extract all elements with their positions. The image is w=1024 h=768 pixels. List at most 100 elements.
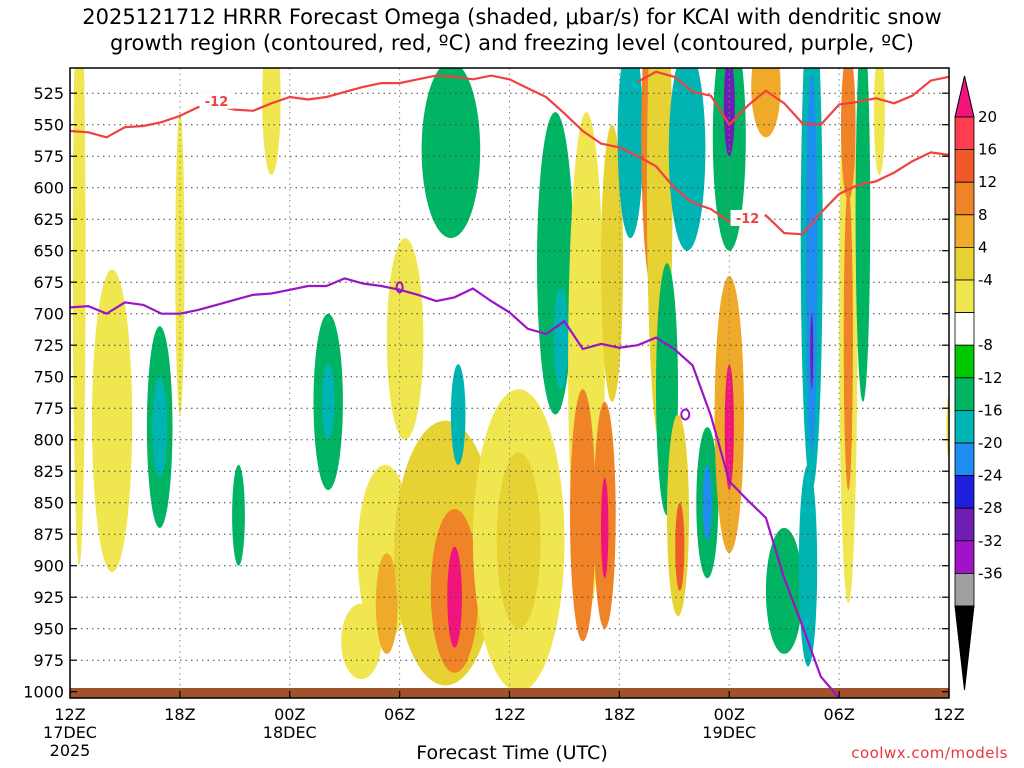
omega-region-49	[841, 68, 856, 201]
ytick-label-700: 700	[33, 305, 64, 324]
dgz-label-bg-0	[199, 92, 234, 109]
colorbar-label-5: -4	[978, 271, 993, 289]
colorbar-segment-1	[954, 149, 975, 183]
omega-region-20	[496, 452, 541, 629]
colorbar-segment-2	[954, 181, 975, 216]
ytick-label-600: 600	[33, 179, 64, 198]
colorbar-label-1: 16	[978, 141, 997, 159]
omega-region-42	[765, 527, 803, 654]
omega-region-3	[152, 376, 167, 478]
omega-region-11	[375, 553, 398, 654]
colorbar-segment-10	[954, 442, 975, 476]
ytick-label-825: 825	[33, 462, 64, 481]
colorbar-bottom-arrow	[954, 605, 975, 691]
colorbar-segment-14	[954, 573, 975, 607]
omega-region-26	[601, 477, 609, 579]
omega-region-41	[751, 68, 781, 138]
ytick-label-800: 800	[33, 431, 64, 450]
omega-region-40	[723, 68, 735, 157]
chart-title-line1: 2025121712 HRRR Forecast Omega (shaded, …	[82, 5, 942, 29]
omega-region-13	[386, 238, 424, 440]
omega-region-51	[873, 68, 885, 176]
ytick-label-750: 750	[33, 368, 64, 387]
colorbar-segment-0	[954, 116, 975, 150]
colorbar-label-11: -28	[978, 499, 1003, 517]
colorbar-label-4: 4	[978, 238, 988, 256]
colorbar-label-8: -16	[978, 401, 1003, 419]
credit-text: coolwx.com/models	[851, 744, 1008, 762]
ytick-label-875: 875	[33, 525, 64, 544]
omega-region-38	[724, 364, 734, 491]
colorbar-label-0: 20	[978, 108, 997, 126]
freezing-level-contour	[70, 277, 840, 698]
dgz-label-1: -12	[736, 212, 760, 227]
xtick-year-h0: 2025	[50, 741, 91, 760]
xtick-label-h24: 12Z	[494, 705, 525, 724]
omega-region-35	[702, 464, 712, 541]
omega-region-8	[321, 364, 335, 440]
colorbar-label-9: -20	[978, 434, 1003, 452]
omega-region-50	[855, 68, 871, 402]
colorbar-label-3: 8	[978, 206, 988, 224]
ytick-label-550: 550	[33, 116, 64, 135]
omega-region-22	[553, 288, 569, 390]
xtick-label-h12: 00Z	[274, 705, 305, 724]
xtick-date-h12: 18DEC	[263, 723, 317, 742]
colorbar-label-13: -36	[978, 564, 1003, 582]
dgz-label-bg-1	[730, 209, 765, 226]
pressure-axis: 525 550 575 600 625 650 675 700 725 750 775 800 825 8…	[23, 84, 949, 702]
freezing-level-label	[395, 281, 404, 294]
xtick-label-h6: 18Z	[164, 705, 195, 724]
ytick-label-725: 725	[33, 336, 64, 355]
x-axis-label: Forecast Time (UTC)	[416, 742, 608, 764]
colorbar-segment-13	[954, 540, 975, 574]
contours: -12 -12	[70, 70, 949, 698]
ytick-label-1000: 1000	[23, 683, 64, 702]
ytick-label-925: 925	[33, 588, 64, 607]
ytick-label-950: 950	[33, 620, 64, 639]
ytick-label-650: 650	[33, 242, 64, 261]
ytick-label-975: 975	[33, 651, 64, 670]
colorbar-label-12: -32	[978, 532, 1003, 550]
omega-region-0	[72, 68, 86, 566]
colorbar: 20 16 12 8 4 -4 -8 -12 -16 -20 -24 -28 -32 -36	[954, 75, 1003, 691]
omega-region-24	[570, 389, 596, 642]
chart-title: 2025121712 HRRR Forecast Omega (shaded, …	[0, 4, 1024, 56]
colorbar-segment-9	[954, 409, 975, 444]
xtick-label-h48: 12Z	[933, 705, 964, 724]
ytick-label-675: 675	[33, 273, 64, 292]
colorbar-segment-3	[954, 214, 975, 248]
ytick-label-575: 575	[33, 147, 64, 166]
colorbar-label-7: -12	[978, 369, 1003, 387]
ytick-label-525: 525	[33, 84, 64, 103]
ytick-label-625: 625	[33, 210, 64, 229]
colorbar-segment-6	[954, 312, 975, 346]
ytick-label-900: 900	[33, 557, 64, 576]
omega-region-17	[450, 364, 466, 465]
omega-region-27	[601, 124, 624, 402]
xtick-label-h30: 18Z	[604, 705, 635, 724]
colorbar-segment-11	[954, 475, 975, 509]
omega-region-45	[806, 74, 818, 453]
omega-region-1	[92, 269, 133, 572]
omega-region-5	[232, 464, 245, 566]
xtick-label-h18: 06Z	[384, 705, 415, 724]
colorbar-segment-5	[954, 279, 975, 313]
xtick-label-h0: 12Z	[54, 705, 85, 724]
omega-region-36	[668, 68, 706, 251]
dgz-contour-1	[637, 70, 949, 127]
colorbar-segment-4	[954, 246, 975, 281]
ytick-label-850: 850	[33, 494, 64, 513]
omega-region-6	[262, 68, 281, 176]
colorbar-label-2: 12	[978, 173, 997, 191]
omega-region-46	[810, 313, 814, 390]
chart-title-line2: growth region (contoured, red, ºC) and f…	[110, 31, 914, 55]
colorbar-segment-7	[954, 344, 975, 379]
xtick-date-h0: 17DEC	[43, 723, 97, 742]
omega-region-48	[843, 187, 853, 491]
ytick-label-775: 775	[33, 399, 64, 418]
colorbar-segment-12	[954, 507, 975, 542]
omega-region-28	[617, 68, 644, 239]
